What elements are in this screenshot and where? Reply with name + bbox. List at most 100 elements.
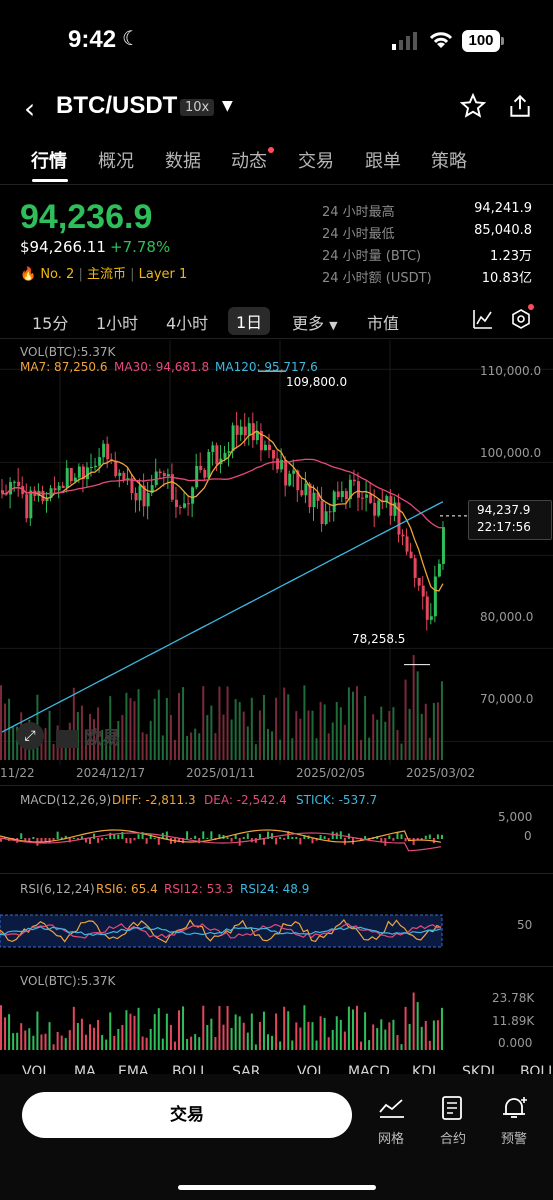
- alert-bell-icon[interactable]: [494, 1096, 534, 1120]
- macd-tick: 0: [524, 829, 532, 843]
- volume-bar: [101, 729, 104, 760]
- grid-label[interactable]: 网格: [378, 1132, 405, 1147]
- volume-bar: [343, 1031, 346, 1050]
- macd-bar: [145, 838, 148, 844]
- volume-bar: [24, 1030, 27, 1050]
- rsi-chart: [0, 914, 443, 948]
- indicator-chart-icon[interactable]: [472, 308, 494, 334]
- volume-bar: [169, 1024, 172, 1050]
- tab-data[interactable]: 数据: [165, 151, 201, 172]
- macd-bar: [76, 838, 79, 840]
- contract-label[interactable]: 合约: [440, 1132, 467, 1147]
- volume-bar: [311, 1022, 314, 1050]
- volume-bar: [165, 697, 168, 760]
- active-tab-indicator: [32, 179, 68, 182]
- macd-bar: [113, 834, 116, 839]
- tab-overview[interactable]: 概况: [98, 151, 134, 172]
- volume-bar: [364, 1012, 367, 1050]
- tab-strategy[interactable]: 策略: [431, 151, 467, 172]
- macd-bar: [105, 837, 108, 839]
- low-price-label: 78,258.5: [352, 632, 406, 646]
- back-button[interactable]: ‹: [24, 92, 36, 125]
- volume-bar: [440, 681, 443, 760]
- volume-bar: [20, 1023, 23, 1050]
- alert-label[interactable]: 预警: [501, 1132, 528, 1147]
- candle-body: [73, 477, 77, 482]
- divider: [0, 873, 553, 874]
- rsi-line: [0, 926, 442, 937]
- vol-tick: 11.89K: [492, 1014, 535, 1028]
- volume-bar: [303, 685, 306, 760]
- volume-bar: [424, 703, 427, 760]
- macd-bar: [133, 838, 136, 841]
- stat-value-turnover: 10.83亿: [481, 271, 532, 286]
- chevron-down-icon[interactable]: ▼: [222, 98, 233, 114]
- candle-body: [373, 502, 377, 516]
- volume-bar: [198, 733, 201, 760]
- timeframe-1h[interactable]: 1小时: [96, 314, 139, 333]
- macd-bar: [315, 838, 318, 841]
- macd-bar: [190, 838, 193, 840]
- volume-bar: [157, 1008, 160, 1050]
- volume-bar: [28, 1028, 31, 1050]
- candle-body: [61, 485, 65, 488]
- candle-body: [134, 492, 138, 501]
- tag-mainstream[interactable]: 主流币: [86, 267, 126, 282]
- candle-body: [324, 511, 328, 524]
- volume-bar: [360, 1041, 363, 1050]
- volume-bar: [190, 1036, 193, 1050]
- volume-bar: [327, 733, 330, 760]
- volume-bar: [396, 1034, 399, 1050]
- tag-layer1[interactable]: Layer 1: [138, 267, 188, 282]
- pair-title[interactable]: BTC/USDT: [56, 92, 178, 119]
- volume-bar: [291, 1040, 294, 1050]
- tab-copy-trading[interactable]: 跟单: [365, 151, 401, 172]
- volume-bar: [141, 732, 144, 760]
- timeframe-more[interactable]: 更多 ▼: [292, 310, 338, 334]
- volume-bar: [149, 720, 152, 760]
- share-icon[interactable]: [507, 93, 533, 123]
- candlestick-chart[interactable]: [0, 340, 553, 780]
- macd-bar: [93, 833, 96, 839]
- volume-bar: [97, 1019, 100, 1050]
- volume-bar: [210, 1018, 213, 1050]
- candle-body: [211, 445, 215, 452]
- tab-market[interactable]: 行情: [31, 151, 67, 172]
- grid-bot-icon[interactable]: [372, 1096, 412, 1120]
- volume-bar: [8, 1014, 11, 1050]
- candle-body: [57, 485, 61, 491]
- timeframe-1d[interactable]: 1日: [228, 307, 271, 335]
- star-icon[interactable]: [459, 92, 487, 123]
- contract-icon[interactable]: [433, 1096, 473, 1120]
- candle-body: [199, 465, 203, 470]
- tab-feed[interactable]: 动态: [231, 151, 267, 172]
- timeframe-4h[interactable]: 4小时: [166, 314, 209, 333]
- volume-bar: [347, 1006, 350, 1050]
- volume-bar: [137, 689, 140, 760]
- volume-bar: [267, 1034, 269, 1050]
- trade-button[interactable]: 交易: [22, 1092, 352, 1138]
- candle-body: [316, 492, 320, 501]
- settings-icon[interactable]: [510, 308, 532, 334]
- candle-body: [215, 445, 219, 465]
- rsi24-label: RSI24: 48.9: [240, 882, 310, 896]
- macd-bar: [283, 838, 286, 840]
- candle-body: [138, 485, 142, 501]
- candle-body: [187, 503, 191, 505]
- candle-body: [421, 585, 425, 597]
- volume-bar: [388, 1022, 391, 1050]
- candle-body: [114, 460, 118, 476]
- volume-bar: [80, 1018, 83, 1050]
- timeframe-15m[interactable]: 15分: [32, 314, 69, 333]
- tab-trade[interactable]: 交易: [298, 151, 334, 172]
- candle-body: [425, 596, 429, 620]
- macd-bar: [295, 836, 298, 839]
- candle-body: [340, 491, 344, 498]
- volume-bar: [16, 1032, 19, 1050]
- candle-body: [122, 472, 126, 480]
- market-cap-toggle[interactable]: 市值: [367, 314, 400, 333]
- macd-bar: [242, 836, 245, 839]
- volume-bar: [206, 715, 209, 760]
- expand-icon[interactable]: ⤢: [16, 722, 44, 750]
- macd-bar: [311, 838, 314, 844]
